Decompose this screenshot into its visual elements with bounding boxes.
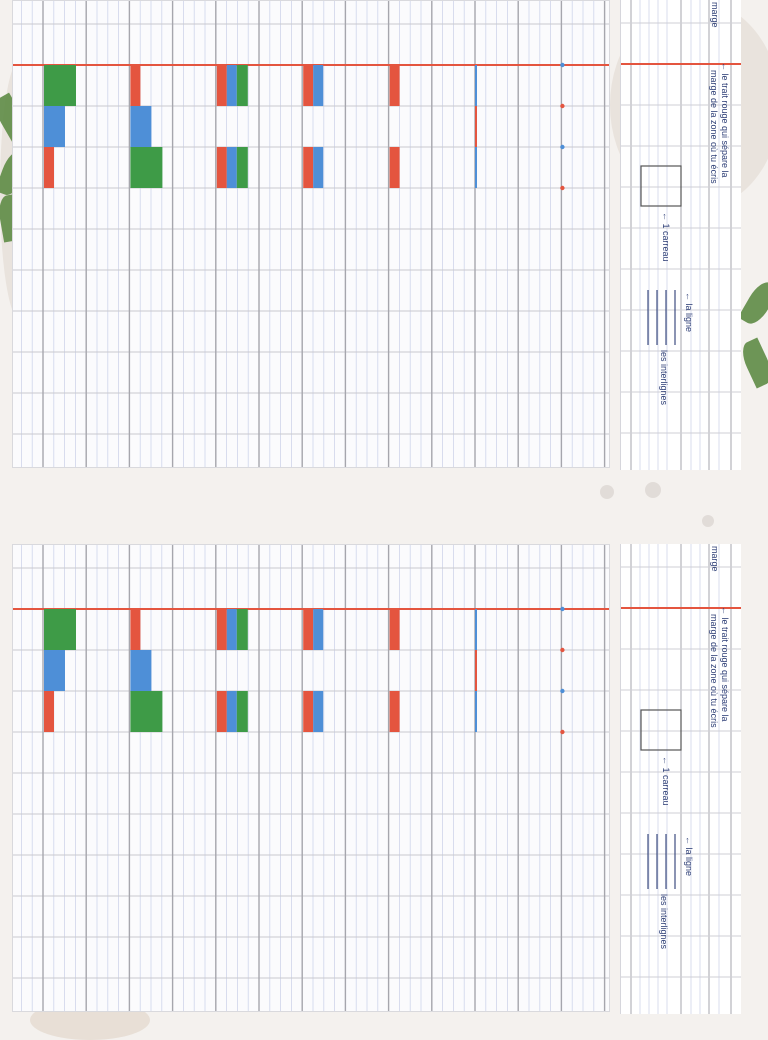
colored-mark [303, 691, 314, 732]
seyes-grid [13, 1, 609, 467]
colored-mark [226, 65, 237, 106]
colored-mark [226, 691, 237, 732]
red-line-text-2: marge de la zone où tu écris [709, 614, 719, 728]
colored-mark [313, 65, 324, 106]
colored-mark [236, 65, 248, 106]
grid-sheet [12, 544, 610, 1012]
colored-mark [303, 147, 314, 188]
colored-mark [130, 147, 163, 188]
square-label: ← 1 carreau [661, 212, 671, 262]
colored-mark [389, 147, 400, 188]
colored-mark [216, 609, 227, 650]
colored-mark [216, 691, 227, 732]
marge-label: marge [710, 546, 720, 572]
colored-mark [389, 609, 400, 650]
leaf-decoration [737, 337, 768, 389]
legend-panel: marge ← le trait rouge qui sépare la mar… [620, 544, 741, 1014]
background-dot [600, 485, 614, 499]
colored-mark [130, 691, 163, 732]
colored-mark [303, 609, 314, 650]
colored-mark [44, 147, 54, 188]
colored-dot [560, 688, 565, 694]
colored-dot [560, 729, 565, 735]
interlignes-label: les interlignes [659, 894, 669, 950]
grid-sheet [12, 0, 610, 468]
colored-mark [236, 691, 248, 732]
colored-mark [303, 65, 314, 106]
colored-mark [313, 609, 324, 650]
colored-mark [313, 147, 324, 188]
red-line-text-1: ← le trait rouge qui sépare la [720, 606, 730, 722]
colored-mark [389, 65, 400, 106]
colored-dot [560, 647, 565, 653]
marge-label: marge [710, 2, 720, 28]
leaf-decoration [737, 277, 768, 329]
legend-grid [621, 544, 741, 1014]
colored-mark [226, 147, 237, 188]
interlignes-label: les interlignes [659, 350, 669, 406]
colored-mark [236, 609, 248, 650]
colored-mark [130, 65, 141, 106]
colored-dot [560, 144, 565, 150]
seyes-grid [13, 545, 609, 1011]
colored-mark [44, 609, 76, 650]
colored-dot [560, 185, 565, 191]
background-dot [645, 482, 661, 498]
colored-dot [560, 606, 565, 612]
colored-mark [389, 691, 400, 732]
line-label: ← la ligne [684, 836, 694, 877]
colored-mark [216, 65, 227, 106]
red-line-text-2: marge de la zone où tu écris [709, 70, 719, 184]
colored-mark [44, 650, 65, 691]
colored-mark [216, 147, 227, 188]
background-dot [702, 515, 714, 527]
colored-mark [313, 691, 324, 732]
colored-dot [560, 103, 565, 109]
carreau-box [640, 165, 682, 207]
line-label: ← la ligne [684, 292, 694, 333]
colored-mark [130, 106, 152, 147]
colored-mark [130, 650, 152, 691]
legend-panel: marge ← le trait rouge qui sépare la mar… [620, 0, 741, 470]
carreau-box [640, 709, 682, 751]
square-label: ← 1 carreau [661, 756, 671, 806]
colored-mark [44, 691, 54, 732]
colored-mark [130, 609, 141, 650]
colored-mark [44, 106, 65, 147]
colored-mark [236, 147, 248, 188]
red-line-text-1: ← le trait rouge qui sépare la [720, 62, 730, 178]
legend-grid [621, 0, 741, 470]
colored-mark [226, 609, 237, 650]
colored-mark [44, 65, 76, 106]
colored-dot [560, 62, 565, 68]
